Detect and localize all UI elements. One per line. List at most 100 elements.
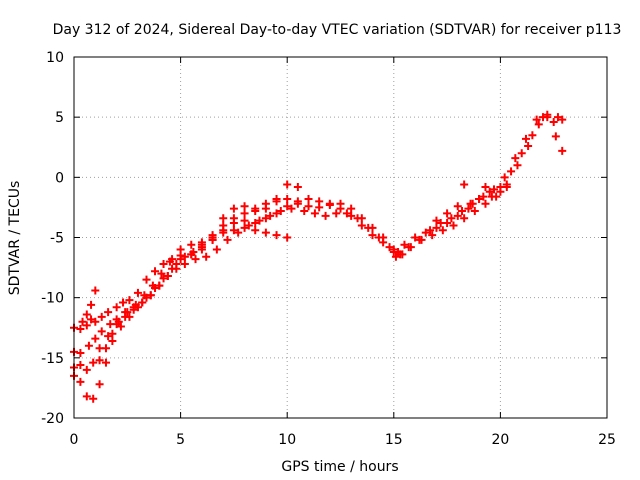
data-point	[342, 209, 351, 218]
data-point	[487, 192, 496, 201]
data-point	[91, 286, 100, 295]
data-point	[261, 214, 270, 223]
data-point	[168, 264, 177, 273]
data-point	[138, 298, 147, 307]
data-point	[532, 115, 541, 124]
data-point	[513, 161, 522, 170]
data-point	[353, 214, 362, 223]
data-point	[304, 202, 313, 211]
data-point	[163, 272, 172, 281]
data-point	[180, 252, 189, 261]
data-point	[95, 380, 104, 389]
data-point	[436, 219, 445, 228]
grid-lines	[74, 57, 607, 418]
data-point	[123, 308, 132, 317]
y-tick-labels: -20 -15 -10 -5 0 5 10	[41, 50, 64, 427]
data-point	[304, 194, 313, 203]
data-point	[426, 226, 435, 235]
data-point	[490, 185, 499, 194]
data-point	[142, 275, 151, 284]
data-point	[129, 305, 138, 314]
data-point	[125, 296, 134, 305]
data-point	[475, 194, 484, 203]
data-point	[272, 231, 281, 240]
data-point	[84, 341, 93, 350]
data-point	[385, 243, 394, 252]
data-point	[180, 259, 189, 268]
data-point	[251, 219, 260, 228]
data-point	[415, 235, 424, 244]
data-point	[97, 327, 106, 336]
data-point	[447, 214, 456, 223]
x-tick-label: 20	[491, 432, 509, 448]
x-tick-label: 25	[598, 432, 616, 448]
x-tick-label: 10	[278, 432, 296, 448]
data-point	[189, 247, 198, 256]
data-point	[212, 245, 221, 254]
data-point	[321, 211, 330, 220]
y-tick-label: 5	[55, 110, 64, 126]
data-point	[507, 167, 516, 176]
data-point	[421, 228, 430, 237]
data-point	[187, 240, 196, 249]
data-point	[91, 334, 100, 343]
data-point	[300, 207, 309, 216]
data-point	[500, 173, 509, 182]
data-point	[133, 288, 142, 297]
data-point	[82, 392, 91, 401]
data-point	[229, 226, 238, 235]
data-point	[524, 142, 533, 151]
data-point	[466, 199, 475, 208]
data-point	[283, 194, 292, 203]
data-point	[251, 226, 260, 235]
data-point	[89, 358, 98, 367]
data-point	[411, 233, 420, 242]
data-point	[315, 197, 324, 206]
data-point	[176, 245, 185, 254]
data-point	[511, 154, 520, 163]
data-point	[108, 336, 117, 345]
data-point	[460, 214, 469, 223]
data-point	[255, 216, 264, 225]
data-point	[438, 226, 447, 235]
data-point	[479, 192, 488, 201]
data-point	[521, 134, 530, 143]
data-point	[104, 332, 113, 341]
data-point	[87, 300, 96, 309]
data-point	[336, 204, 345, 213]
data-point	[219, 228, 228, 237]
data-point	[116, 322, 125, 331]
data-point	[389, 247, 398, 256]
data-point	[240, 223, 249, 232]
axis-ticks	[73, 56, 608, 419]
data-point	[82, 310, 91, 319]
data-point	[460, 180, 469, 189]
data-point	[261, 204, 270, 213]
data-point	[191, 255, 200, 264]
data-point	[293, 182, 302, 191]
data-point	[157, 269, 166, 278]
x-tick-label: 5	[176, 432, 185, 448]
data-point	[553, 113, 562, 122]
data-point	[404, 243, 413, 252]
data-point	[287, 204, 296, 213]
y-tick-label: -15	[41, 351, 64, 367]
data-point	[234, 228, 243, 237]
data-point	[272, 209, 281, 218]
data-point	[347, 204, 356, 213]
data-point	[76, 377, 85, 386]
data-point	[76, 324, 85, 333]
data-point	[223, 235, 232, 244]
data-point	[159, 274, 168, 283]
data-point	[496, 187, 505, 196]
data-point	[453, 202, 462, 211]
x-tick-labels: 0 5 10 15 20 25	[70, 432, 616, 448]
data-point	[240, 216, 249, 225]
data-point	[219, 214, 228, 223]
data-point	[391, 252, 400, 261]
y-tick-label: 10	[46, 50, 64, 66]
y-axis-label: SDTVAR / TECUs	[7, 181, 23, 296]
data-point	[551, 132, 560, 141]
